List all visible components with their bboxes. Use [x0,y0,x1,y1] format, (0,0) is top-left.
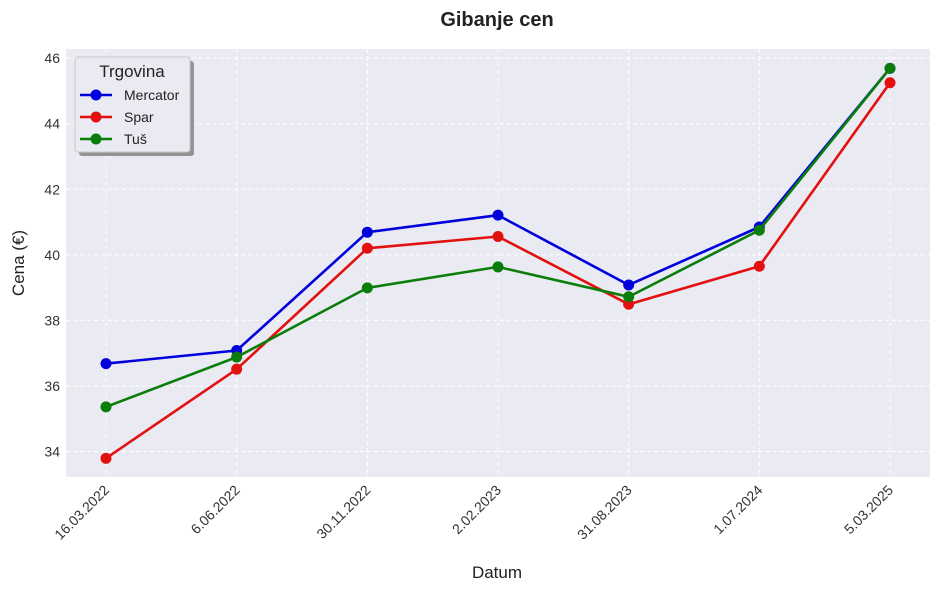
y-tick-label: 44 [44,116,60,132]
data-point [884,77,896,89]
data-point [361,242,373,254]
data-point [361,282,373,294]
y-tick-label: 46 [44,50,60,66]
data-point [100,401,112,413]
data-point [623,291,635,303]
x-tick-label: 5.03.2025 [841,482,897,538]
data-point [884,62,896,74]
x-tick-label: 1.07.2024 [710,482,766,538]
legend: Trgovina Mercator Spar Tuš [74,56,194,156]
series-tuš [100,62,896,413]
legend-dot-marker [90,111,102,123]
data-point [492,261,504,273]
data-point [623,279,635,291]
legend-box [74,56,191,153]
data-point [753,260,765,272]
legend-dot-marker [90,133,102,145]
data-point [231,351,243,363]
x-tick-label: 16.03.2022 [51,482,112,543]
legend-label: Spar [124,109,154,125]
legend-label: Tuš [124,131,147,147]
legend-label: Mercator [124,87,180,103]
legend-title: Trgovina [99,62,165,81]
y-axis-ticks: 34 36 38 40 42 44 46 [44,50,60,459]
data-series [100,62,896,464]
y-tick-label: 40 [44,247,60,263]
y-tick-label: 36 [44,378,60,394]
data-point [361,226,373,238]
x-tick-label: 31.08.2023 [574,482,635,543]
data-point [492,209,504,221]
series-spar [100,77,896,464]
legend-item-mercator: Mercator [80,87,180,103]
y-tick-label: 42 [44,181,60,197]
x-tick-label: 30.11.2022 [313,482,373,542]
chart-title: Gibanje cen [440,9,553,31]
data-point [100,452,112,464]
y-tick-label: 38 [44,312,60,328]
x-axis-ticks: 16.03.2022 6.06.2022 30.11.2022 2.02.2023 31… [51,482,896,543]
data-point [100,358,112,370]
y-tick-label: 34 [44,443,60,459]
data-point [231,363,243,375]
legend-item-spar: Spar [80,109,154,125]
data-point [753,224,765,236]
legend-item-tuš: Tuš [80,131,147,147]
x-tick-label: 6.06.2022 [187,482,243,538]
data-point [492,230,504,242]
y-axis-label: Cena (€) [9,230,28,296]
legend-dot-marker [90,89,102,101]
x-axis-label: Datum [472,563,522,582]
x-tick-label: 2.02.2023 [449,482,505,538]
data-point [623,298,635,310]
